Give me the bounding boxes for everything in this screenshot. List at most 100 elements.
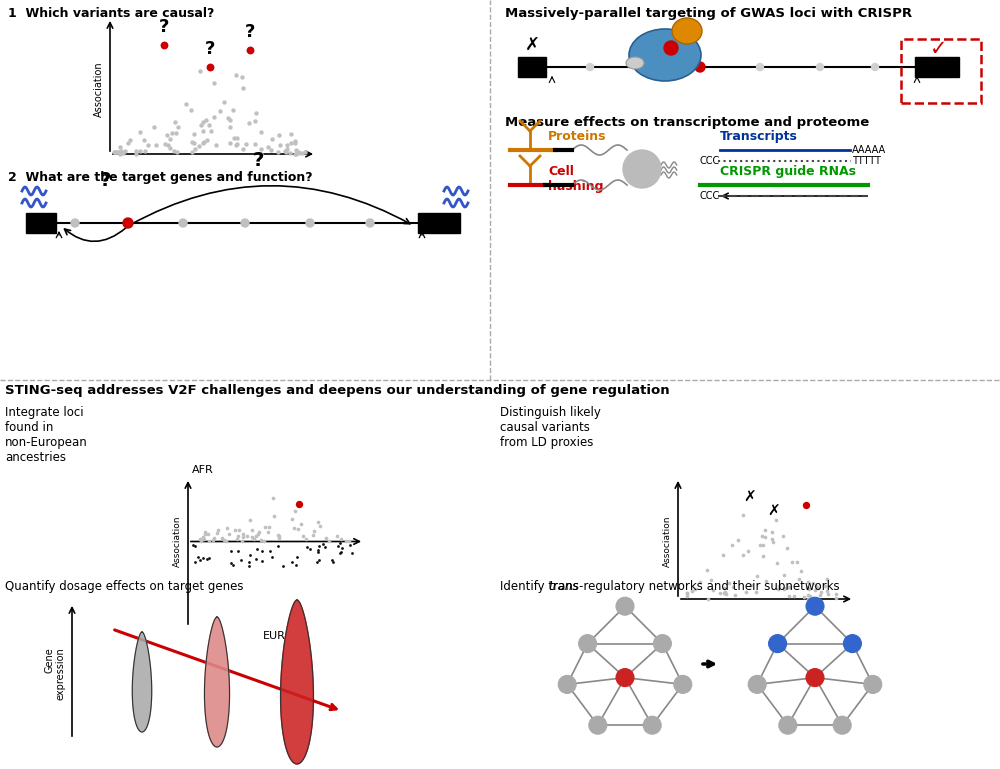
Point [195,531,211,543]
Bar [26,213,56,233]
Point [199,134,215,146]
Point [810,581,826,594]
Point [692,575,708,588]
Circle shape [695,62,705,72]
Point [271,129,287,141]
Point [287,505,303,518]
Point [297,145,313,158]
Point [187,556,203,568]
Point [782,581,798,594]
Circle shape [306,219,314,227]
Point [251,525,267,538]
Point [187,142,203,155]
Circle shape [179,219,187,227]
Point [786,590,802,602]
Point [216,534,232,546]
Point [196,533,212,545]
Text: CCC: CCC [700,156,720,166]
Point [195,125,211,138]
Point [242,548,258,561]
Point [793,564,809,577]
Point [132,126,148,138]
Circle shape [643,716,661,734]
Point [752,539,768,551]
Circle shape [779,716,797,734]
Text: Integrate loci
found in
non-European
ancestries: Integrate loci found in non-European anc… [5,406,88,464]
Point [128,148,144,160]
Point [717,586,733,598]
Point [712,587,728,599]
Point [321,535,337,548]
Text: ✗: ✗ [743,491,756,505]
Point [740,544,756,557]
Point [298,532,314,544]
Point [228,138,244,151]
Circle shape [806,668,824,687]
Point [253,534,269,546]
Circle shape [664,41,678,55]
Text: Measure effects on transcriptome and proteome: Measure effects on transcriptome and pro… [505,116,869,129]
Point [195,116,211,128]
Point [198,115,214,127]
Point [808,580,824,592]
Point [221,528,237,541]
Point [241,555,257,568]
Point [800,576,816,588]
Text: ?: ? [159,18,169,36]
Point [184,135,200,148]
Point [758,575,774,588]
Text: ?: ? [205,40,215,58]
Point [310,515,326,528]
Point [128,145,144,157]
Point [228,68,244,81]
Point [735,509,751,521]
Bar [518,57,546,77]
Point [776,569,792,581]
Point [284,512,300,524]
Point [715,549,731,561]
Point [282,147,298,159]
Point [157,138,173,150]
Point [248,107,264,119]
Point [197,528,213,540]
Point [311,554,327,566]
Point [318,532,334,544]
Text: AFR: AFR [192,465,214,475]
Point [226,132,242,145]
Point [253,143,269,155]
Point [218,534,234,547]
Point [254,545,270,558]
Point [193,119,209,131]
Point [193,534,209,546]
Point [233,554,249,566]
Point [311,540,327,552]
Point [136,135,152,147]
Point [679,590,695,602]
Point [684,585,700,598]
Point [184,146,200,158]
Circle shape [71,219,79,227]
Point [250,528,266,540]
Point [776,582,792,594]
Point [315,538,331,550]
Point [705,584,721,597]
Point [271,532,287,544]
Text: CCC: CCC [700,191,720,201]
Point [107,145,123,158]
Point [784,556,800,568]
Point [324,554,340,566]
Circle shape [623,150,661,188]
Point [290,498,306,510]
Point [192,554,208,566]
Point [256,534,272,547]
Point [202,61,218,73]
Point [270,529,286,541]
Circle shape [241,219,249,227]
Point [293,518,309,530]
Point [190,551,206,563]
Point [679,587,695,599]
Point [272,138,288,151]
Point [225,105,241,117]
Point [757,524,773,536]
Text: Association: Association [173,516,182,568]
